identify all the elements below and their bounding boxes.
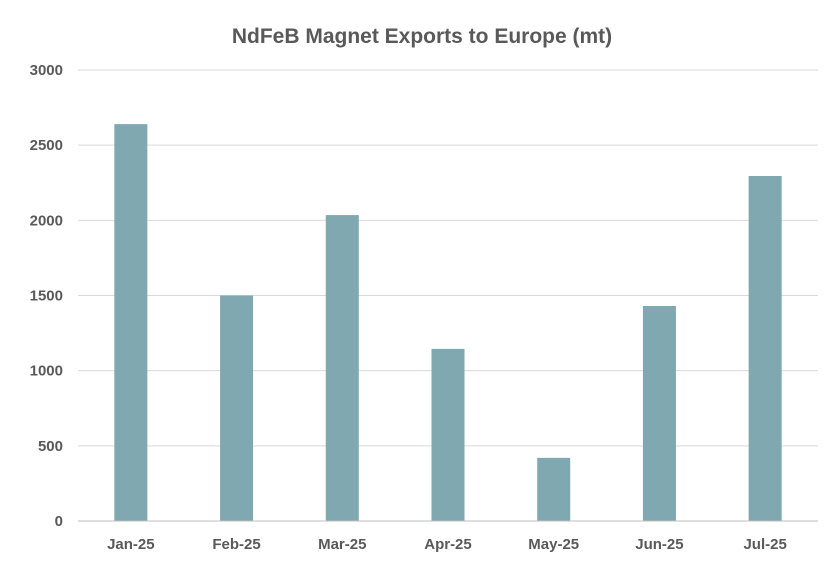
gridlines: [78, 69, 818, 447]
y-tick-label: 3000: [30, 62, 63, 79]
x-tick-label: Jul-25: [743, 536, 786, 553]
y-axis-tick-labels: 0 500 1000 1500 2000 2500 3000: [30, 62, 63, 530]
chart-title: NdFeB Magnet Exports to Europe (mt): [232, 25, 612, 48]
bar-jun-25: [642, 306, 676, 521]
bars: [114, 124, 782, 522]
x-tick-label: Apr-25: [424, 536, 472, 553]
x-tick-label: Feb-25: [212, 536, 260, 553]
bar-apr-25: [431, 348, 465, 521]
bar-jul-25: [748, 175, 782, 522]
y-tick-label: 0: [55, 513, 63, 530]
x-tick-label: Jun-25: [635, 536, 683, 553]
bar-may-25: [537, 457, 571, 521]
bar-feb-25: [220, 295, 254, 521]
y-tick-label: 1000: [30, 363, 63, 380]
x-tick-label: May-25: [528, 536, 579, 553]
bar-jan-25: [114, 124, 148, 522]
y-tick-label: 2500: [30, 137, 63, 154]
y-tick-label: 1500: [30, 288, 63, 305]
x-tick-label: Jan-25: [107, 536, 155, 553]
y-tick-label: 500: [38, 438, 63, 455]
x-tick-label: Mar-25: [318, 536, 366, 553]
y-tick-label: 2000: [30, 212, 63, 229]
x-axis-tick-labels: Jan-25 Feb-25 Mar-25 Apr-25 May-25 Jun-25 Jul-…: [107, 536, 787, 553]
bar-mar-25: [325, 215, 359, 522]
